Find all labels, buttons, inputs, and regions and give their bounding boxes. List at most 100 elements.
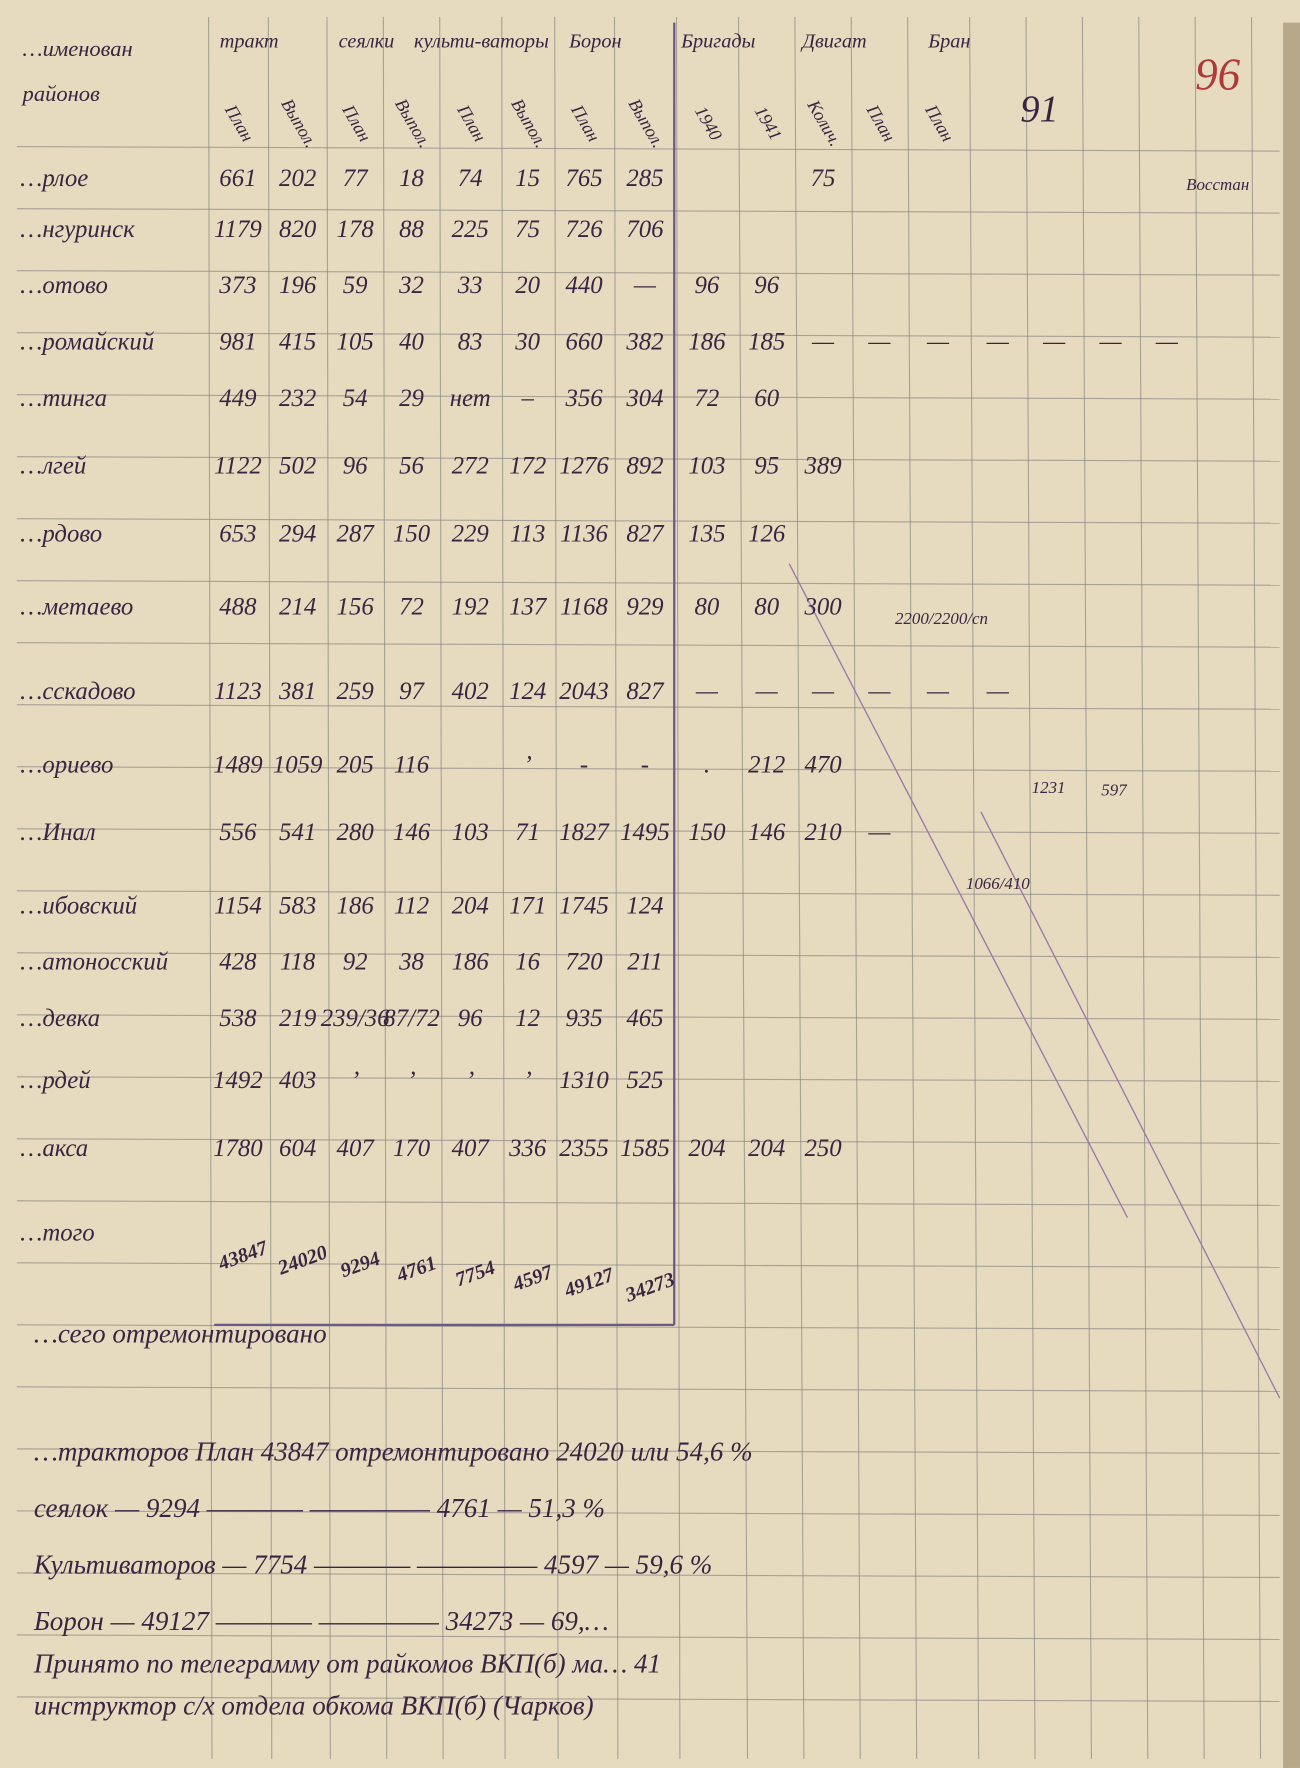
cell: 137 (509, 594, 548, 621)
cell: 280 (337, 819, 375, 846)
cell: 389 (803, 453, 841, 480)
grid-horizontal (16, 704, 1280, 710)
cell: 29 (399, 385, 424, 412)
annotation: 597 (1101, 780, 1128, 799)
cell: 87/72 (383, 1005, 439, 1032)
cell: — (755, 678, 779, 705)
grid-vertical (1250, 16, 1262, 1759)
cell: 892 (626, 453, 663, 480)
cell: 239/36 (321, 1005, 390, 1032)
grid-vertical (1194, 16, 1205, 1759)
cell: 77 (343, 165, 369, 192)
cell: 653 (219, 520, 256, 547)
cell: 20 (515, 272, 540, 299)
cell: 1827 (559, 819, 610, 846)
cell: 250 (804, 1135, 842, 1162)
cell: 33 (457, 272, 483, 299)
grid-horizontal (16, 642, 1280, 648)
cell: ’ (524, 751, 532, 778)
cell: 205 (337, 751, 374, 778)
cell: 465 (626, 1005, 663, 1032)
row-name: …рдей (20, 1067, 91, 1094)
cell: — (811, 678, 835, 705)
cell: 287 (337, 520, 376, 547)
cell: 1276 (559, 453, 609, 480)
cell: 83 (458, 329, 483, 356)
cell: 1136 (560, 520, 608, 547)
cell: 488 (219, 594, 257, 621)
cell: 15 (515, 165, 540, 192)
cell: 210 (804, 819, 842, 846)
cell: 59 (343, 272, 368, 299)
grid-vertical (675, 16, 681, 1759)
cell: 60 (754, 385, 779, 412)
summary-line: сеялок — 9294 ———— ————— 4761 — 51,3 % (34, 1493, 605, 1523)
cell: 382 (625, 329, 663, 356)
cell: 103 (688, 453, 725, 480)
cell: 156 (337, 594, 375, 621)
cell: 72 (399, 594, 424, 621)
cell: 204 (688, 1135, 725, 1162)
annotation: 1231 (1032, 778, 1066, 797)
group-label: Бригады (680, 31, 755, 53)
grid-vertical (439, 16, 444, 1759)
header-name: …именован (23, 36, 133, 61)
cell: 172 (509, 453, 546, 480)
cell: 204 (452, 892, 489, 919)
cell: - (580, 751, 588, 778)
annotation: 1066/410 (966, 874, 1030, 893)
row-name: …Инал (20, 819, 95, 846)
cell: 929 (626, 594, 663, 621)
cell: 126 (748, 520, 786, 547)
cell: — (867, 819, 891, 846)
cell: 71 (515, 819, 540, 846)
group-label: Бран (927, 31, 970, 53)
row-name: …того (20, 1219, 94, 1246)
cell: 105 (337, 329, 374, 356)
cell: 765 (565, 165, 602, 192)
summary-line: …тракторов План 43847 отремонтировано 24… (34, 1437, 753, 1467)
cell: 1059 (273, 751, 323, 778)
cell: 294 (279, 520, 316, 547)
group-label: тракт (220, 31, 279, 53)
cell: 415 (279, 329, 316, 356)
grid-horizontal (16, 1076, 1280, 1082)
grid-horizontal (16, 394, 1280, 400)
cell: 186 (337, 892, 375, 919)
cell: 225 (452, 216, 489, 243)
cell: 118 (280, 949, 316, 976)
grid-vertical (613, 16, 619, 1759)
cell: 135 (688, 520, 725, 547)
cell: 202 (279, 165, 316, 192)
cell: 2355 (559, 1135, 609, 1162)
cell: 1492 (213, 1067, 263, 1094)
row-name: …рдово (20, 520, 102, 547)
cell: 92 (343, 949, 368, 976)
cell: — (986, 678, 1010, 705)
cell: 827 (626, 520, 665, 547)
cell: — (1099, 329, 1123, 356)
cell: — (633, 272, 657, 299)
row-name: …ибовский (20, 892, 137, 919)
cell: – (520, 385, 534, 412)
cell: 32 (398, 272, 424, 299)
cell: 178 (337, 216, 375, 243)
cell: 259 (337, 678, 374, 705)
cell: 1310 (559, 1067, 609, 1094)
cell: 1123 (214, 678, 262, 705)
row-name: …атоносский (20, 949, 168, 976)
row-name: …нгуринск (20, 216, 135, 243)
cell: 1179 (214, 216, 262, 243)
cell: 1745 (559, 892, 609, 919)
cell: — (926, 678, 950, 705)
grid-horizontal (16, 1510, 1280, 1516)
grid-horizontal (16, 518, 1280, 524)
grid-vertical (1025, 16, 1036, 1759)
grid-vertical (1081, 16, 1092, 1759)
group-label: Борон (568, 31, 621, 53)
cell: 827 (626, 678, 665, 705)
cell: 75 (515, 216, 540, 243)
cell: ’ (351, 1067, 359, 1094)
